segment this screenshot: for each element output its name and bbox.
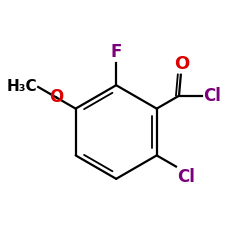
Text: Cl: Cl [204, 87, 222, 105]
Text: H₃C: H₃C [6, 80, 37, 94]
Text: O: O [174, 55, 190, 73]
Text: O: O [49, 88, 64, 106]
Text: F: F [110, 43, 122, 61]
Text: Cl: Cl [177, 168, 195, 186]
